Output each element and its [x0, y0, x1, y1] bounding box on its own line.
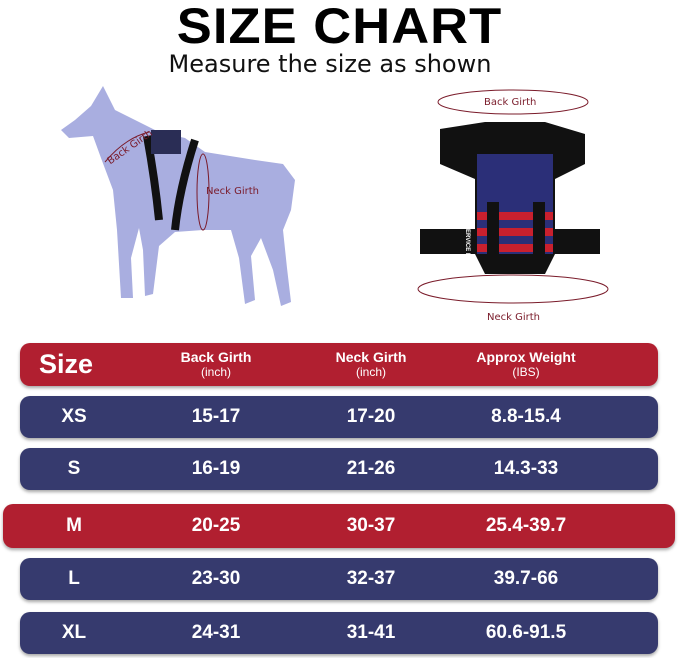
cell-weight: 39.7-66: [493, 568, 559, 589]
cell-back: 23-30: [191, 568, 241, 589]
table-row: XS 15-17 17-20 8.8-15.4: [20, 396, 658, 438]
cell-size: XL: [61, 622, 87, 643]
harness-neck-girth-label: Neck Girth: [487, 312, 540, 323]
table-row: M 20-25 30-37 25.4-39.7: [3, 504, 675, 548]
subtitle: Measure the size as shown: [168, 50, 492, 78]
cell-back: 24-31: [191, 622, 241, 643]
table-row: S 16-19 21-26 14.3-33: [20, 448, 658, 490]
cell-weight: 60.6-91.5: [485, 622, 567, 643]
cell-back: 20-25: [191, 515, 241, 536]
cell-neck: 32-37: [346, 568, 396, 589]
header-back-girth: Back Girth (inch): [180, 348, 252, 379]
harness-illustration: [417, 89, 609, 304]
page-title: SIZE CHART: [176, 0, 503, 54]
cell-size: S: [67, 458, 81, 479]
cell-back: 16-19: [191, 458, 241, 479]
header-neck-girth: Neck Girth (inch): [335, 348, 407, 379]
harness-patch-text: SERVICE DOG: [464, 225, 470, 267]
cell-weight: 8.8-15.4: [491, 406, 561, 427]
header-weight: Approx Weight (IBS): [476, 348, 576, 379]
cell-neck: 17-20: [346, 406, 396, 427]
cell-neck: 21-26: [346, 458, 396, 479]
dog-neck-girth-label: Neck Girth: [206, 186, 259, 197]
table-row: XL 24-31 31-41 60.6-91.5: [20, 612, 658, 654]
table-header: Size Back Girth (inch) Neck Girth (inch) A…: [20, 343, 658, 386]
harness-back-girth-label: Back Girth: [484, 97, 537, 108]
table-row: L 23-30 32-37 39.7-66: [20, 558, 658, 600]
cell-weight: 25.4-39.7: [485, 515, 567, 536]
header-size: Size: [38, 349, 94, 379]
cell-size: XS: [61, 406, 87, 427]
cell-weight: 14.3-33: [493, 458, 559, 479]
cell-size: L: [68, 568, 80, 589]
cell-size: M: [66, 515, 82, 536]
cell-neck: 30-37: [346, 515, 396, 536]
cell-back: 15-17: [191, 406, 241, 427]
cell-neck: 31-41: [346, 622, 396, 643]
dog-illustration: [61, 86, 295, 306]
